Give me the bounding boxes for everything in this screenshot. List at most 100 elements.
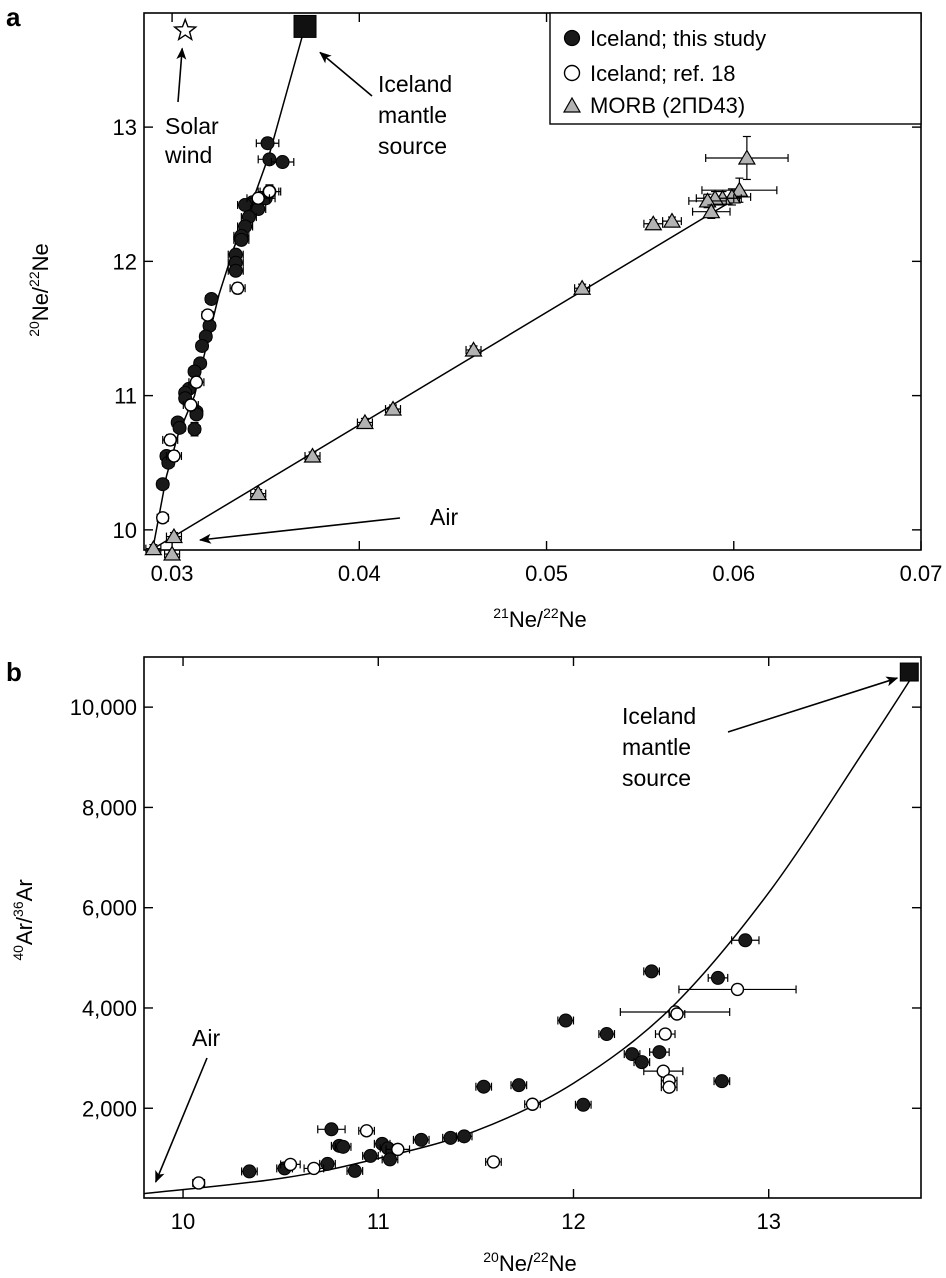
panel-a-y-tick-label: 11 xyxy=(114,384,137,409)
panel-b-filled-circle-point xyxy=(644,964,659,979)
panel-b-data-marks xyxy=(191,662,919,1190)
panel-b-curve xyxy=(143,671,916,1195)
y-label-b-base: Ar/ xyxy=(12,916,37,945)
panel-b-open-circle-point xyxy=(730,982,745,997)
panel-b-filled-circle-point xyxy=(363,1148,378,1163)
panel-b-filled-circle-point xyxy=(625,1047,640,1062)
panel-a-filled-circle-point xyxy=(275,155,290,170)
panel-a-open-circle-point xyxy=(200,308,215,322)
y-label-a-sup: 20 xyxy=(26,321,42,337)
y-label-b-sup2: 36 xyxy=(10,901,26,917)
panel-a-letter: a xyxy=(6,2,21,32)
legend-marker-filled-circle xyxy=(563,29,581,47)
panel-a-triangle-point xyxy=(144,539,163,556)
panel-b-open-circle-point xyxy=(670,1007,684,1021)
panel-a-x-tick-label: 0.07 xyxy=(900,561,943,586)
x-label-b-sup: 20 xyxy=(483,1249,499,1265)
panel-a-trend-line xyxy=(152,193,744,550)
x-label-b-sup2: 22 xyxy=(533,1249,549,1265)
panel-a-solar-wind-label: Solar wind xyxy=(164,113,219,168)
panel-a-triangle-point xyxy=(383,400,403,416)
panel-a-open-circle-point xyxy=(184,398,198,412)
panel-b-open-circle-point xyxy=(283,1157,298,1172)
legend-box xyxy=(549,12,922,125)
panel-a-triangle-point xyxy=(702,203,721,219)
panel-a-triangle-point xyxy=(644,215,663,231)
panel-b-filled-circle-point xyxy=(347,1163,362,1178)
y-label-a-sup2: 22 xyxy=(26,271,42,287)
panel-a-open-circle-point xyxy=(251,191,265,205)
panel-b-air-label: Air xyxy=(192,1025,220,1051)
panel-b-open-circle-point xyxy=(662,1080,676,1094)
panel-a-open-circle-point xyxy=(156,511,170,525)
panel-b-open-circle-point xyxy=(658,1027,672,1041)
panel-a-legend: Iceland; this study Iceland; ref. 18 MOR… xyxy=(549,12,922,125)
panel-b-filled-circle-point xyxy=(714,1074,729,1089)
panel-a-filled-circle-point xyxy=(260,136,275,151)
panel-b-chart: 10 11 12 13 2,000 4,000 6,000 8,000 10,000 Icela… xyxy=(10,656,922,1276)
panel-a-filled-circle-point xyxy=(204,291,219,306)
panel-b-filled-circle-point xyxy=(652,1045,667,1060)
panel-a-trend-line xyxy=(152,26,306,547)
panel-a-filled-circle-point xyxy=(234,232,249,247)
panel-b-y-tick-label: 4,000 xyxy=(82,996,137,1021)
x-label-b-base: Ne/ xyxy=(499,1251,534,1276)
panel-a-triangle-point xyxy=(573,279,592,295)
panel-b-y-axis-label: 40Ar/36Ar xyxy=(10,879,37,960)
panel-a-y-tick-label: 12 xyxy=(113,249,137,274)
panel-b-open-circle-point xyxy=(656,1064,671,1078)
panel-b-filled-circle-point xyxy=(634,1055,649,1070)
panel-b-filled-circle-point xyxy=(382,1152,397,1167)
panel-b-open-circle-point xyxy=(307,1161,321,1176)
y-label-a-base: Ne/ xyxy=(28,286,53,321)
panel-a-triangle-point xyxy=(464,341,483,357)
legend-label-this-study: Iceland; this study xyxy=(590,26,766,51)
panel-b-open-circle-point xyxy=(486,1155,501,1169)
panel-a-open-circle-point xyxy=(163,433,177,447)
panel-b-y-tick-label: 2,000 xyxy=(82,1096,137,1121)
x-label-a-sup: 21 xyxy=(493,605,509,621)
y-label-b-sup: 40 xyxy=(10,945,26,961)
panel-a-triangle-point xyxy=(303,447,322,463)
panel-a-filled-circle-point xyxy=(262,152,277,167)
panel-a-filled-circle-point xyxy=(155,477,170,492)
panel-b-filled-circle-point xyxy=(457,1129,472,1144)
panel-b-filled-circle-point xyxy=(336,1139,351,1154)
panel-b-open-circle-point xyxy=(391,1142,405,1157)
legend-label-morb: MORB (2ΠD43) xyxy=(590,93,745,118)
panel-b-iceland-source-arrow xyxy=(727,676,899,733)
panel-b-end-member-square xyxy=(899,662,919,682)
panel-b-x-tick-label: 13 xyxy=(756,1209,780,1234)
panel-a-x-tick-label: 0.04 xyxy=(338,561,381,586)
panel-a-open-circle-point xyxy=(189,375,204,389)
panel-a-open-circle-point xyxy=(167,449,181,463)
panel-b-ticks: 10 11 12 13 2,000 4,000 6,000 8,000 10,000 xyxy=(70,657,921,1234)
panel-b-mixing-curve xyxy=(143,671,916,1195)
panel-b-letter: b xyxy=(6,657,22,687)
panel-a-open-circle-point xyxy=(230,281,245,295)
panel-b-filled-circle-point xyxy=(576,1097,591,1112)
panel-a-triangle-point xyxy=(164,527,184,544)
panel-a-triangle-point xyxy=(737,149,756,165)
panel-a-x-tick-label: 0.05 xyxy=(525,561,568,586)
panel-b-annotations: Iceland mantle source Air xyxy=(154,676,899,1183)
panel-b-filled-circle-point xyxy=(511,1078,526,1093)
panel-a-annotations: Solar wind Iceland mantle source Air xyxy=(164,47,458,544)
panel-a-iceland-source-arrow xyxy=(319,51,373,97)
panel-b-filled-circle-point xyxy=(242,1164,257,1179)
panel-b-filled-circle-point xyxy=(443,1130,458,1145)
panel-b-iceland-source-label: Iceland mantle source xyxy=(622,703,696,791)
panel-b-filled-circle-point xyxy=(414,1132,429,1147)
x-label-a-sup2: 22 xyxy=(543,605,559,621)
panel-a-filled-circle-point xyxy=(187,422,202,437)
panel-a-x-tick-label: 0.03 xyxy=(151,561,194,586)
legend-marker-triangle xyxy=(562,96,582,113)
panel-b-filled-circle-point xyxy=(558,1013,573,1028)
panel-a-triangle-point xyxy=(355,413,374,430)
panel-b-filled-circle-point xyxy=(476,1079,491,1094)
y-label-b-base2: Ar xyxy=(12,879,37,901)
panel-a-air-arrow xyxy=(199,517,401,544)
panel-a-iceland-source-label: Iceland mantle source xyxy=(378,71,452,159)
panel-b-air-arrow xyxy=(154,1057,208,1183)
